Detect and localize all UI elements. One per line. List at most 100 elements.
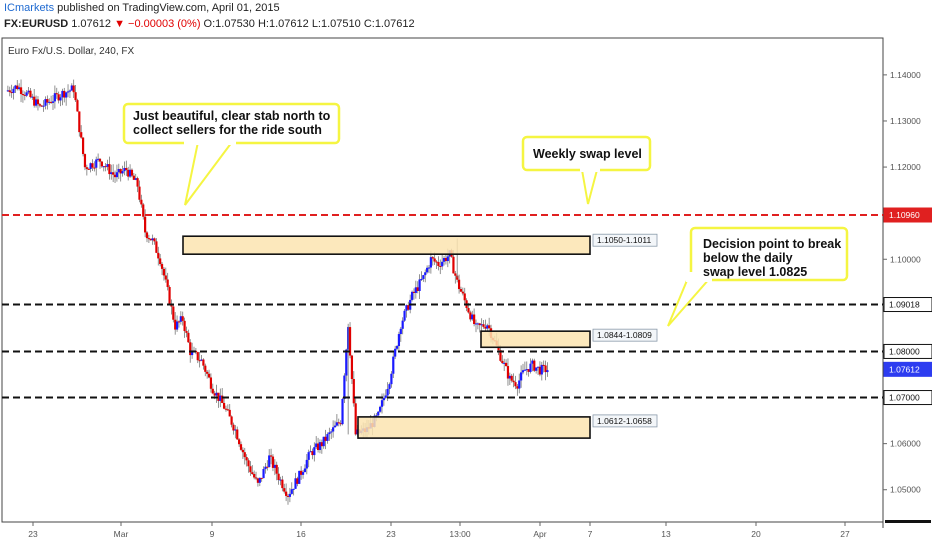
author-link[interactable]: ICmarkets (4, 2, 55, 14)
candle-body (333, 425, 337, 428)
candle-body (155, 241, 158, 253)
price-level-tag (883, 390, 932, 406)
candle-body (456, 275, 459, 280)
candle-body (200, 359, 203, 361)
candle-body (228, 409, 231, 417)
candle-body (112, 172, 115, 175)
candle-body (46, 99, 49, 103)
candle-body (260, 477, 263, 479)
candle-body (386, 388, 389, 396)
candle-body (444, 258, 448, 262)
candle-body (164, 275, 167, 280)
x-tick-label: 23 (28, 529, 38, 539)
candle-body (166, 279, 169, 288)
candle-body (202, 359, 205, 366)
candle-body (427, 267, 431, 269)
price-level-label: 1.08000 (889, 346, 920, 356)
x-tick-label: 16 (296, 529, 306, 539)
candle-body (36, 99, 40, 105)
price-level-tag (883, 361, 932, 377)
zone-label-box (592, 233, 658, 247)
candle-body (258, 477, 261, 483)
candle-body (399, 328, 402, 335)
callout-gap (184, 137, 236, 145)
candle-body (18, 87, 21, 90)
candle-body (50, 101, 53, 103)
y-tick-label: 1.13000 (890, 116, 921, 126)
price-level-tag (883, 297, 932, 313)
candle-body (53, 93, 56, 102)
x-tick-label: 23 (386, 529, 396, 539)
candle-body (23, 94, 26, 96)
candle-body (78, 111, 81, 133)
candle-body (305, 459, 308, 469)
candle-body (221, 395, 224, 403)
candle-body (335, 422, 338, 426)
candle-body (294, 478, 297, 489)
candle-body (512, 380, 515, 383)
candle-body (264, 466, 267, 470)
candle-body (343, 375, 346, 400)
candle-body (98, 158, 102, 162)
candle-body (482, 324, 485, 327)
y-tick-label: 1.05000 (890, 485, 921, 495)
candle-body (204, 365, 207, 372)
candle-body (520, 372, 523, 381)
candle-body (241, 449, 244, 453)
candle-body (145, 232, 149, 239)
publish-line: ICmarkets published on TradingView.com, … (4, 2, 280, 14)
candle-body (168, 287, 171, 305)
candle-body (459, 289, 463, 292)
candle-body (377, 411, 380, 416)
candle-body (503, 362, 506, 364)
candle-body (110, 172, 113, 175)
x-tick-label: 9 (210, 529, 215, 539)
candle-body (480, 324, 483, 326)
callout-text: below the daily (703, 251, 793, 265)
candle-body (533, 360, 536, 371)
candle-body (300, 470, 303, 475)
candle-body (91, 163, 94, 168)
candle-body (382, 397, 385, 401)
candle-body (484, 326, 487, 329)
candle-body (245, 457, 248, 461)
candle-body (196, 352, 199, 361)
candle-body (504, 362, 508, 367)
candle-body (81, 137, 85, 155)
candle-body (127, 169, 130, 177)
candle-body (226, 409, 229, 411)
candle-body (318, 442, 322, 451)
candle-body (469, 312, 472, 320)
candle-body (125, 167, 128, 170)
candle-body (452, 256, 455, 274)
supply-demand-zone (182, 235, 591, 255)
candle-body (298, 470, 301, 484)
price-level-label: 1.07000 (889, 393, 920, 403)
candle-body (324, 436, 327, 441)
callout-text: Weekly swap level (533, 147, 642, 161)
candle-body (320, 442, 323, 447)
candle-body (407, 305, 410, 310)
candle-body (253, 474, 256, 478)
candle-body (144, 216, 147, 233)
candle-body (403, 310, 406, 321)
candle-body (281, 479, 284, 489)
candle-body (341, 399, 344, 425)
candle-body (132, 175, 135, 180)
candle-body (446, 256, 449, 262)
callout-text: collect sellers for the ride south (133, 123, 322, 137)
candle-body (510, 375, 513, 381)
candle-body (74, 92, 77, 101)
candle-body (268, 455, 271, 467)
candle-body (476, 323, 479, 325)
x-tick-label: Apr (533, 529, 546, 539)
candle-body (271, 456, 275, 468)
candle-body (8, 90, 11, 93)
price-level-label: 1.10960 (889, 210, 920, 220)
x-tick-label: 7 (588, 529, 593, 539)
candle-body (93, 167, 96, 169)
x-tick-label: 27 (840, 529, 850, 539)
candle-body (429, 257, 432, 268)
candle-body (536, 366, 540, 368)
